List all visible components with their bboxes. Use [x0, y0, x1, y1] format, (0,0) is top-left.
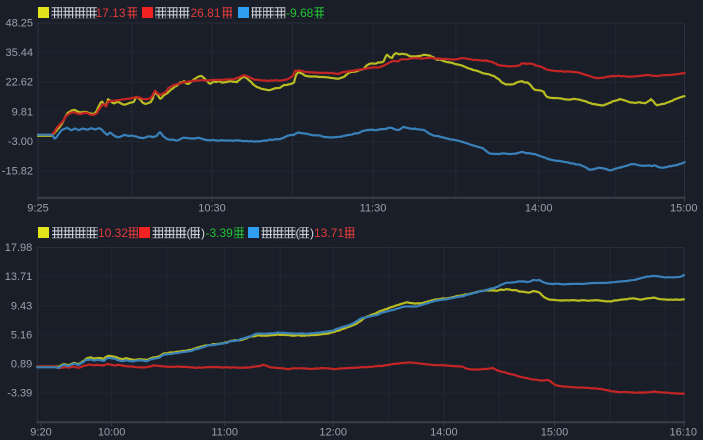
svg-text:14:00: 14:00 — [525, 203, 553, 215]
svg-text:22.62: 22.62 — [5, 77, 33, 89]
svg-text:13.71: 13.71 — [5, 271, 33, 283]
svg-text:-9.68: -9.68 — [286, 6, 314, 20]
svg-text:17.13: 17.13 — [96, 6, 126, 20]
svg-text:13.71: 13.71 — [314, 226, 344, 240]
svg-text:9:20: 9:20 — [30, 427, 51, 439]
svg-text:15:00: 15:00 — [670, 203, 698, 215]
svg-text:10:30: 10:30 — [198, 203, 226, 215]
svg-text:48.25: 48.25 — [5, 18, 33, 30]
svg-text:-15.82: -15.82 — [2, 166, 33, 178]
svg-text:12:00: 12:00 — [319, 427, 347, 439]
svg-text:26.81: 26.81 — [191, 6, 221, 20]
svg-text:(: ( — [296, 226, 300, 240]
svg-text:-3.39: -3.39 — [206, 226, 234, 240]
svg-text:11:00: 11:00 — [211, 427, 238, 439]
svg-text:-3.39: -3.39 — [7, 388, 32, 400]
svg-text:16:10: 16:10 — [669, 427, 697, 439]
svg-text:35.44: 35.44 — [5, 47, 33, 59]
svg-text:10.32: 10.32 — [98, 226, 128, 240]
svg-text:5.16: 5.16 — [11, 329, 32, 341]
svg-text:11:30: 11:30 — [360, 203, 387, 215]
svg-text:10:00: 10:00 — [98, 427, 126, 439]
svg-text:17.98: 17.98 — [5, 242, 33, 254]
svg-text:-3.00: -3.00 — [8, 136, 33, 148]
svg-text:): ) — [201, 226, 205, 240]
svg-text:14:00: 14:00 — [430, 427, 458, 439]
svg-text:): ) — [310, 226, 314, 240]
svg-text:15:00: 15:00 — [541, 427, 569, 439]
svg-text:9:25: 9:25 — [27, 203, 48, 215]
svg-text:(: ( — [187, 226, 191, 240]
svg-text:9.43: 9.43 — [11, 300, 32, 312]
svg-text:0.89: 0.89 — [11, 359, 32, 371]
svg-text:9.81: 9.81 — [12, 106, 33, 118]
